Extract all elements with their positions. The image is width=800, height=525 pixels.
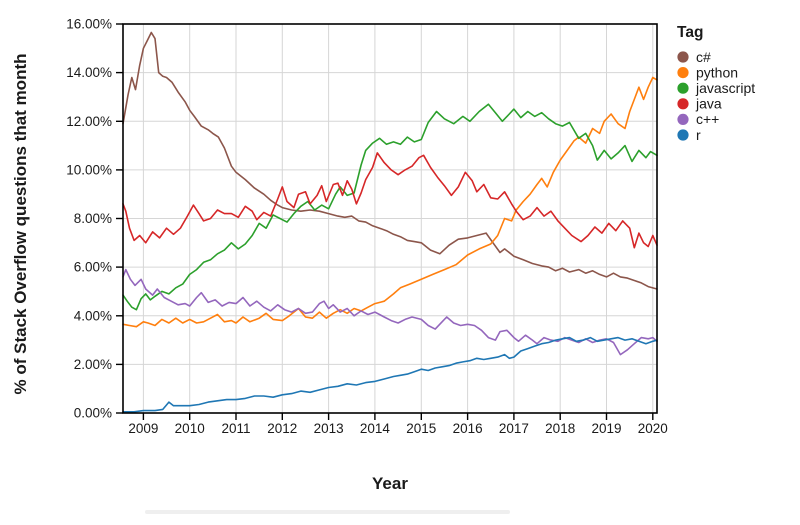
series-line-csharp: [122, 31, 658, 290]
x-tick-label: 2013: [314, 421, 344, 436]
y-tick-label: 0.00%: [74, 406, 112, 421]
x-tick-label: 2018: [545, 421, 575, 436]
legend-label: c++: [696, 111, 719, 127]
y-tick-label: 16.00%: [66, 17, 112, 32]
x-tick-label: 2015: [406, 421, 436, 436]
y-tick-label: 4.00%: [74, 308, 112, 323]
series-line-r: [122, 336, 658, 413]
legend-swatch-r: [677, 129, 689, 141]
x-tick-label: 2014: [360, 421, 391, 436]
y-tick-label: 8.00%: [74, 211, 112, 226]
legend-title: Tag: [677, 24, 703, 41]
series-line-java: [122, 152, 658, 249]
y-axis-title: % of Stack Overflow questions that month: [11, 54, 30, 395]
series-lines: [122, 31, 658, 413]
legend-label: javascript: [695, 80, 755, 96]
x-tick-label: 2019: [591, 421, 621, 436]
legend-item-javascript: javascript: [677, 80, 755, 96]
legend-swatch-cpp: [677, 113, 689, 125]
series-line-javascript: [122, 103, 658, 311]
x-tick-label: 2010: [175, 421, 205, 436]
x-tick-label: 2011: [221, 421, 250, 436]
y-tick-label: 12.00%: [66, 114, 112, 129]
legend-label: c#: [696, 49, 711, 65]
legend-item-java: java: [677, 96, 722, 112]
y-tick-label: 10.00%: [66, 162, 112, 177]
x-tick-label: 2020: [638, 421, 668, 436]
axis-ticks: 0.00% 2.00% 4.00% 6.00% 8.00% 10.00% 12.00% 14.…: [66, 17, 668, 437]
legend-swatch-java: [677, 98, 689, 110]
y-tick-label: 2.00%: [74, 357, 112, 372]
x-tick-label: 2012: [267, 421, 297, 436]
legend-item-cpp: c++: [677, 111, 719, 127]
legend-item-python: python: [677, 64, 738, 80]
x-tick-label: 2009: [128, 421, 158, 436]
legend-swatch-javascript: [677, 82, 689, 94]
legend-label: python: [696, 64, 738, 80]
x-tick-label: 2017: [499, 421, 529, 436]
legend-swatch-csharp: [677, 51, 689, 63]
series-line-python: [122, 76, 658, 328]
legend-swatch-python: [677, 67, 689, 79]
legend-label: r: [696, 127, 701, 143]
x-axis-title: Year: [372, 474, 408, 493]
x-tick-label: 2016: [453, 421, 483, 436]
legend-item-r: r: [677, 127, 701, 143]
scrollbar-remnant: [145, 510, 510, 514]
y-tick-label: 6.00%: [74, 260, 112, 275]
y-tick-label: 14.00%: [66, 65, 112, 80]
plot-area[interactable]: [123, 24, 657, 413]
legend-item-csharp: c#: [677, 49, 711, 65]
legend-label: java: [695, 96, 722, 112]
